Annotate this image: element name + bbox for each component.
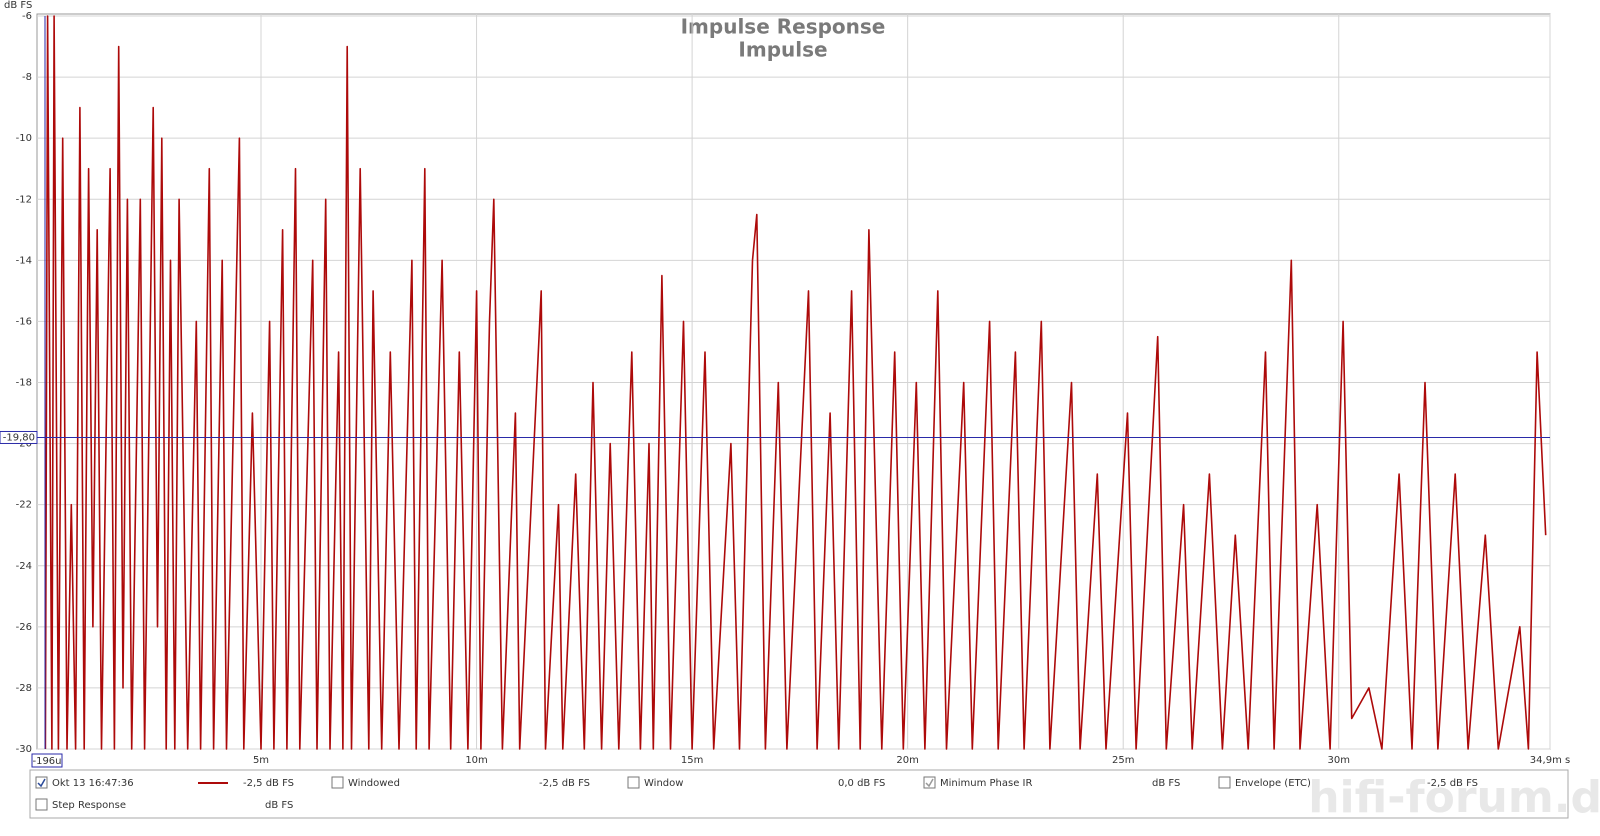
legend-value: -2,5 dB FS <box>539 778 590 789</box>
y-tick-label: -30 <box>16 744 32 755</box>
y-tick-label: -12 <box>16 194 32 205</box>
legend-label: Minimum Phase IR <box>940 778 1033 789</box>
legend-value: dB FS <box>1152 778 1180 789</box>
legend-checkbox <box>35 798 48 811</box>
legend-panel <box>29 769 1569 819</box>
cursor-y-label: -19,80 <box>3 432 35 443</box>
y-tick-label: -14 <box>16 255 32 266</box>
legend-checkbox <box>627 776 640 789</box>
x-tick-label: 30m <box>1328 755 1350 766</box>
y-tick-label: -28 <box>16 683 32 694</box>
x-tick-label: 20m <box>896 755 918 766</box>
legend-label: Window <box>644 778 683 789</box>
chart-subtitle: Impulse <box>738 38 827 62</box>
legend-checkbox <box>1218 776 1231 789</box>
y-tick-label: -24 <box>16 561 32 572</box>
x-tick-label: 34,9m s <box>1530 755 1570 766</box>
x-tick-label: 25m <box>1112 755 1134 766</box>
legend-label: Envelope (ETC) <box>1235 778 1311 789</box>
chart-title: Impulse Response <box>681 15 886 39</box>
y-tick-label: -20 <box>16 439 32 450</box>
watermark: hifi-forum.de <box>1308 772 1600 823</box>
y-tick-label: -18 <box>16 378 32 389</box>
checkmark <box>37 778 46 788</box>
y-tick-label: -6 <box>22 11 32 22</box>
legend-value: -2,5 dB FS <box>243 778 294 789</box>
legend-label: Step Response <box>52 800 126 811</box>
cursor-box <box>0 430 38 444</box>
legend-label: Okt 13 16:47:36 <box>52 778 134 789</box>
legend-checkbox <box>35 776 48 789</box>
legend-value: -2,5 dB FS <box>1427 778 1478 789</box>
y-axis-label: dB FS <box>4 0 32 11</box>
series-line <box>44 15 1547 750</box>
y-tick-label: -8 <box>22 72 32 83</box>
legend-label: Windowed <box>348 778 400 789</box>
y-tick-label: -26 <box>16 622 32 633</box>
cursor-box <box>31 753 63 768</box>
x-tick-label: 5m <box>253 755 269 766</box>
y-tick-label: -22 <box>16 500 32 511</box>
y-tick-label: -10 <box>16 133 32 144</box>
x-tick-label: 15m <box>681 755 703 766</box>
x-tick-label: 10m <box>465 755 487 766</box>
cursor-x-label: -196u <box>32 756 61 767</box>
legend-checkbox <box>923 776 936 789</box>
y-tick-label: -16 <box>16 316 32 327</box>
legend-value: dB FS <box>265 800 293 811</box>
legend-value: 0,0 dB FS <box>838 778 885 789</box>
checkmark <box>925 778 934 788</box>
legend-checkbox <box>331 776 344 789</box>
